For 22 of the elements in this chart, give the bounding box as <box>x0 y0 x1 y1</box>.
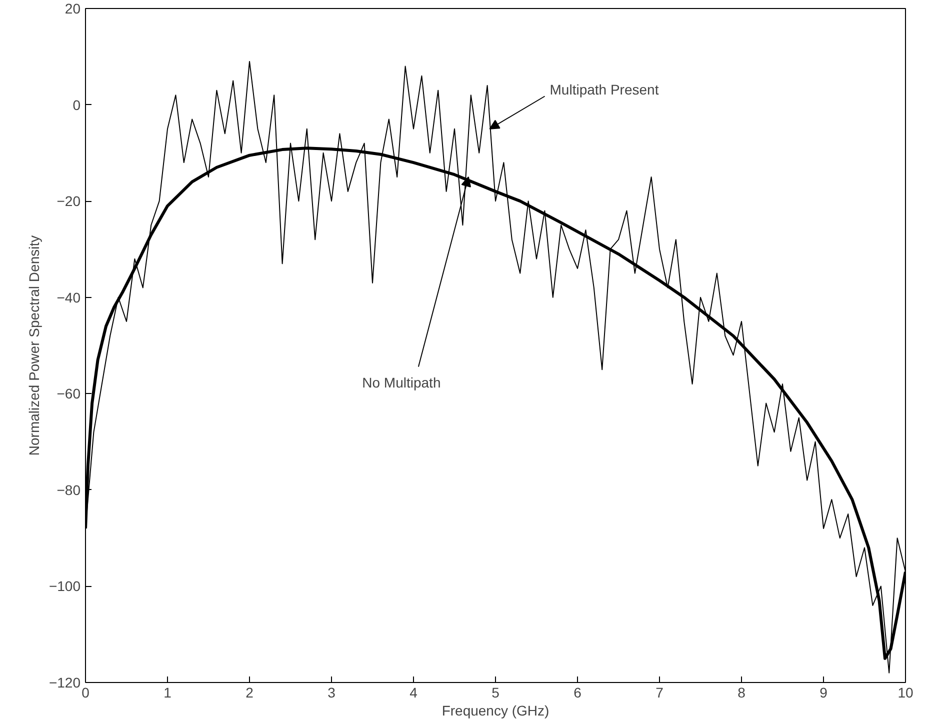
x-tick-label: 1 <box>164 684 172 700</box>
x-tick-label: 5 <box>492 684 500 700</box>
x-tick-label: 3 <box>328 684 336 700</box>
x-tick-label: 10 <box>898 684 914 700</box>
x-tick-label: 8 <box>738 684 746 700</box>
x-tick-label: 2 <box>246 684 254 700</box>
y-tick-label: 20 <box>64 0 81 16</box>
y-tick-label: −20 <box>56 193 81 210</box>
annotation: No Multipath <box>362 374 441 391</box>
x-tick-label: 6 <box>574 684 582 700</box>
y-axis-title: Normalized Power Spectral Density <box>26 235 42 456</box>
y-tick-label: −80 <box>56 482 81 498</box>
y-tick-label: −120 <box>48 674 81 690</box>
x-tick-label: 9 <box>820 684 828 700</box>
x-tick-label: 7 <box>656 684 664 700</box>
x-tick-label: 4 <box>410 684 418 700</box>
x-axis-title: Frequency (GHz) <box>442 702 550 718</box>
y-tick-label: −60 <box>56 386 81 402</box>
y-tick-label: −100 <box>48 578 81 594</box>
annotation: Multipath Present <box>550 81 659 98</box>
y-tick-label: −40 <box>56 289 81 306</box>
y-tick-label: 0 <box>72 96 81 113</box>
